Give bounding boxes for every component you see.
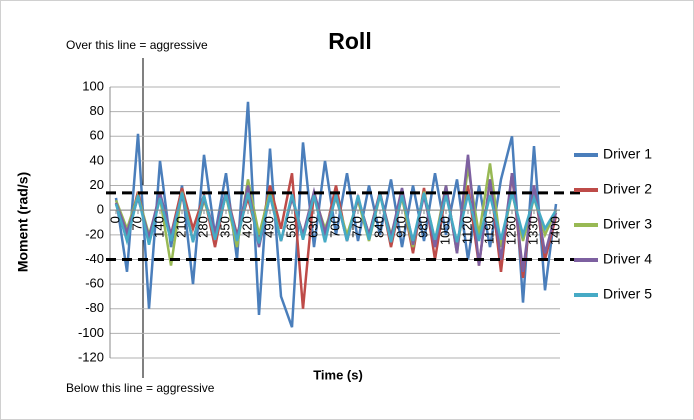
x-tick-label: 0 [107,216,122,223]
legend-label: Driver 3 [603,216,652,232]
x-tick-label: 1330 [525,216,540,245]
y-tick-label: -40 [85,251,104,266]
x-tick-label: 350 [217,216,232,238]
y-axis-label: Moment (rad/s) [15,172,31,272]
y-tick-label: 100 [82,78,104,93]
x-tick-label: 910 [393,216,408,238]
legend-label: Driver 4 [603,251,652,267]
y-tick-label: -60 [85,276,104,291]
x-tick-label: 700 [327,216,342,238]
x-tick-label: 1050 [437,216,452,245]
y-tick-label: 60 [90,128,104,143]
x-tick-label: 490 [261,216,276,238]
x-tick-label: 1190 [481,216,496,244]
x-tick-label: 210 [173,216,188,238]
annotation: Over this line = aggressive [66,38,208,52]
x-tick-label: 280 [195,216,210,238]
y-tick-label: 40 [90,152,104,167]
x-tick-label: 140 [151,216,166,238]
y-tick-label: -120 [78,349,104,364]
y-tick-label: -80 [85,300,104,315]
y-tick-label: -100 [78,325,104,340]
y-tick-label: 0 [97,202,104,217]
legend-label: Driver 5 [603,286,652,302]
x-tick-label: 420 [239,216,254,238]
x-tick-label: 1120 [459,216,474,244]
x-tick-label: 1400 [547,216,562,245]
x-tick-label: 1260 [503,216,518,245]
y-tick-label: -20 [85,226,104,241]
x-tick-label: 630 [305,216,320,238]
annotation: Below this line = aggressive [66,381,215,395]
y-tick-label: 20 [90,177,104,192]
x-tick-label: 560 [283,216,298,238]
chart-title: Roll [328,28,371,54]
x-axis-label: Time (s) [313,367,363,382]
x-tick-label: 70 [129,216,144,230]
x-tick-label: 980 [415,216,430,238]
y-tick-label: 80 [90,103,104,118]
x-tick-label: 770 [349,216,364,238]
legend-label: Driver 1 [603,146,652,162]
legend-label: Driver 2 [603,181,652,197]
x-tick-label: 840 [371,216,386,238]
